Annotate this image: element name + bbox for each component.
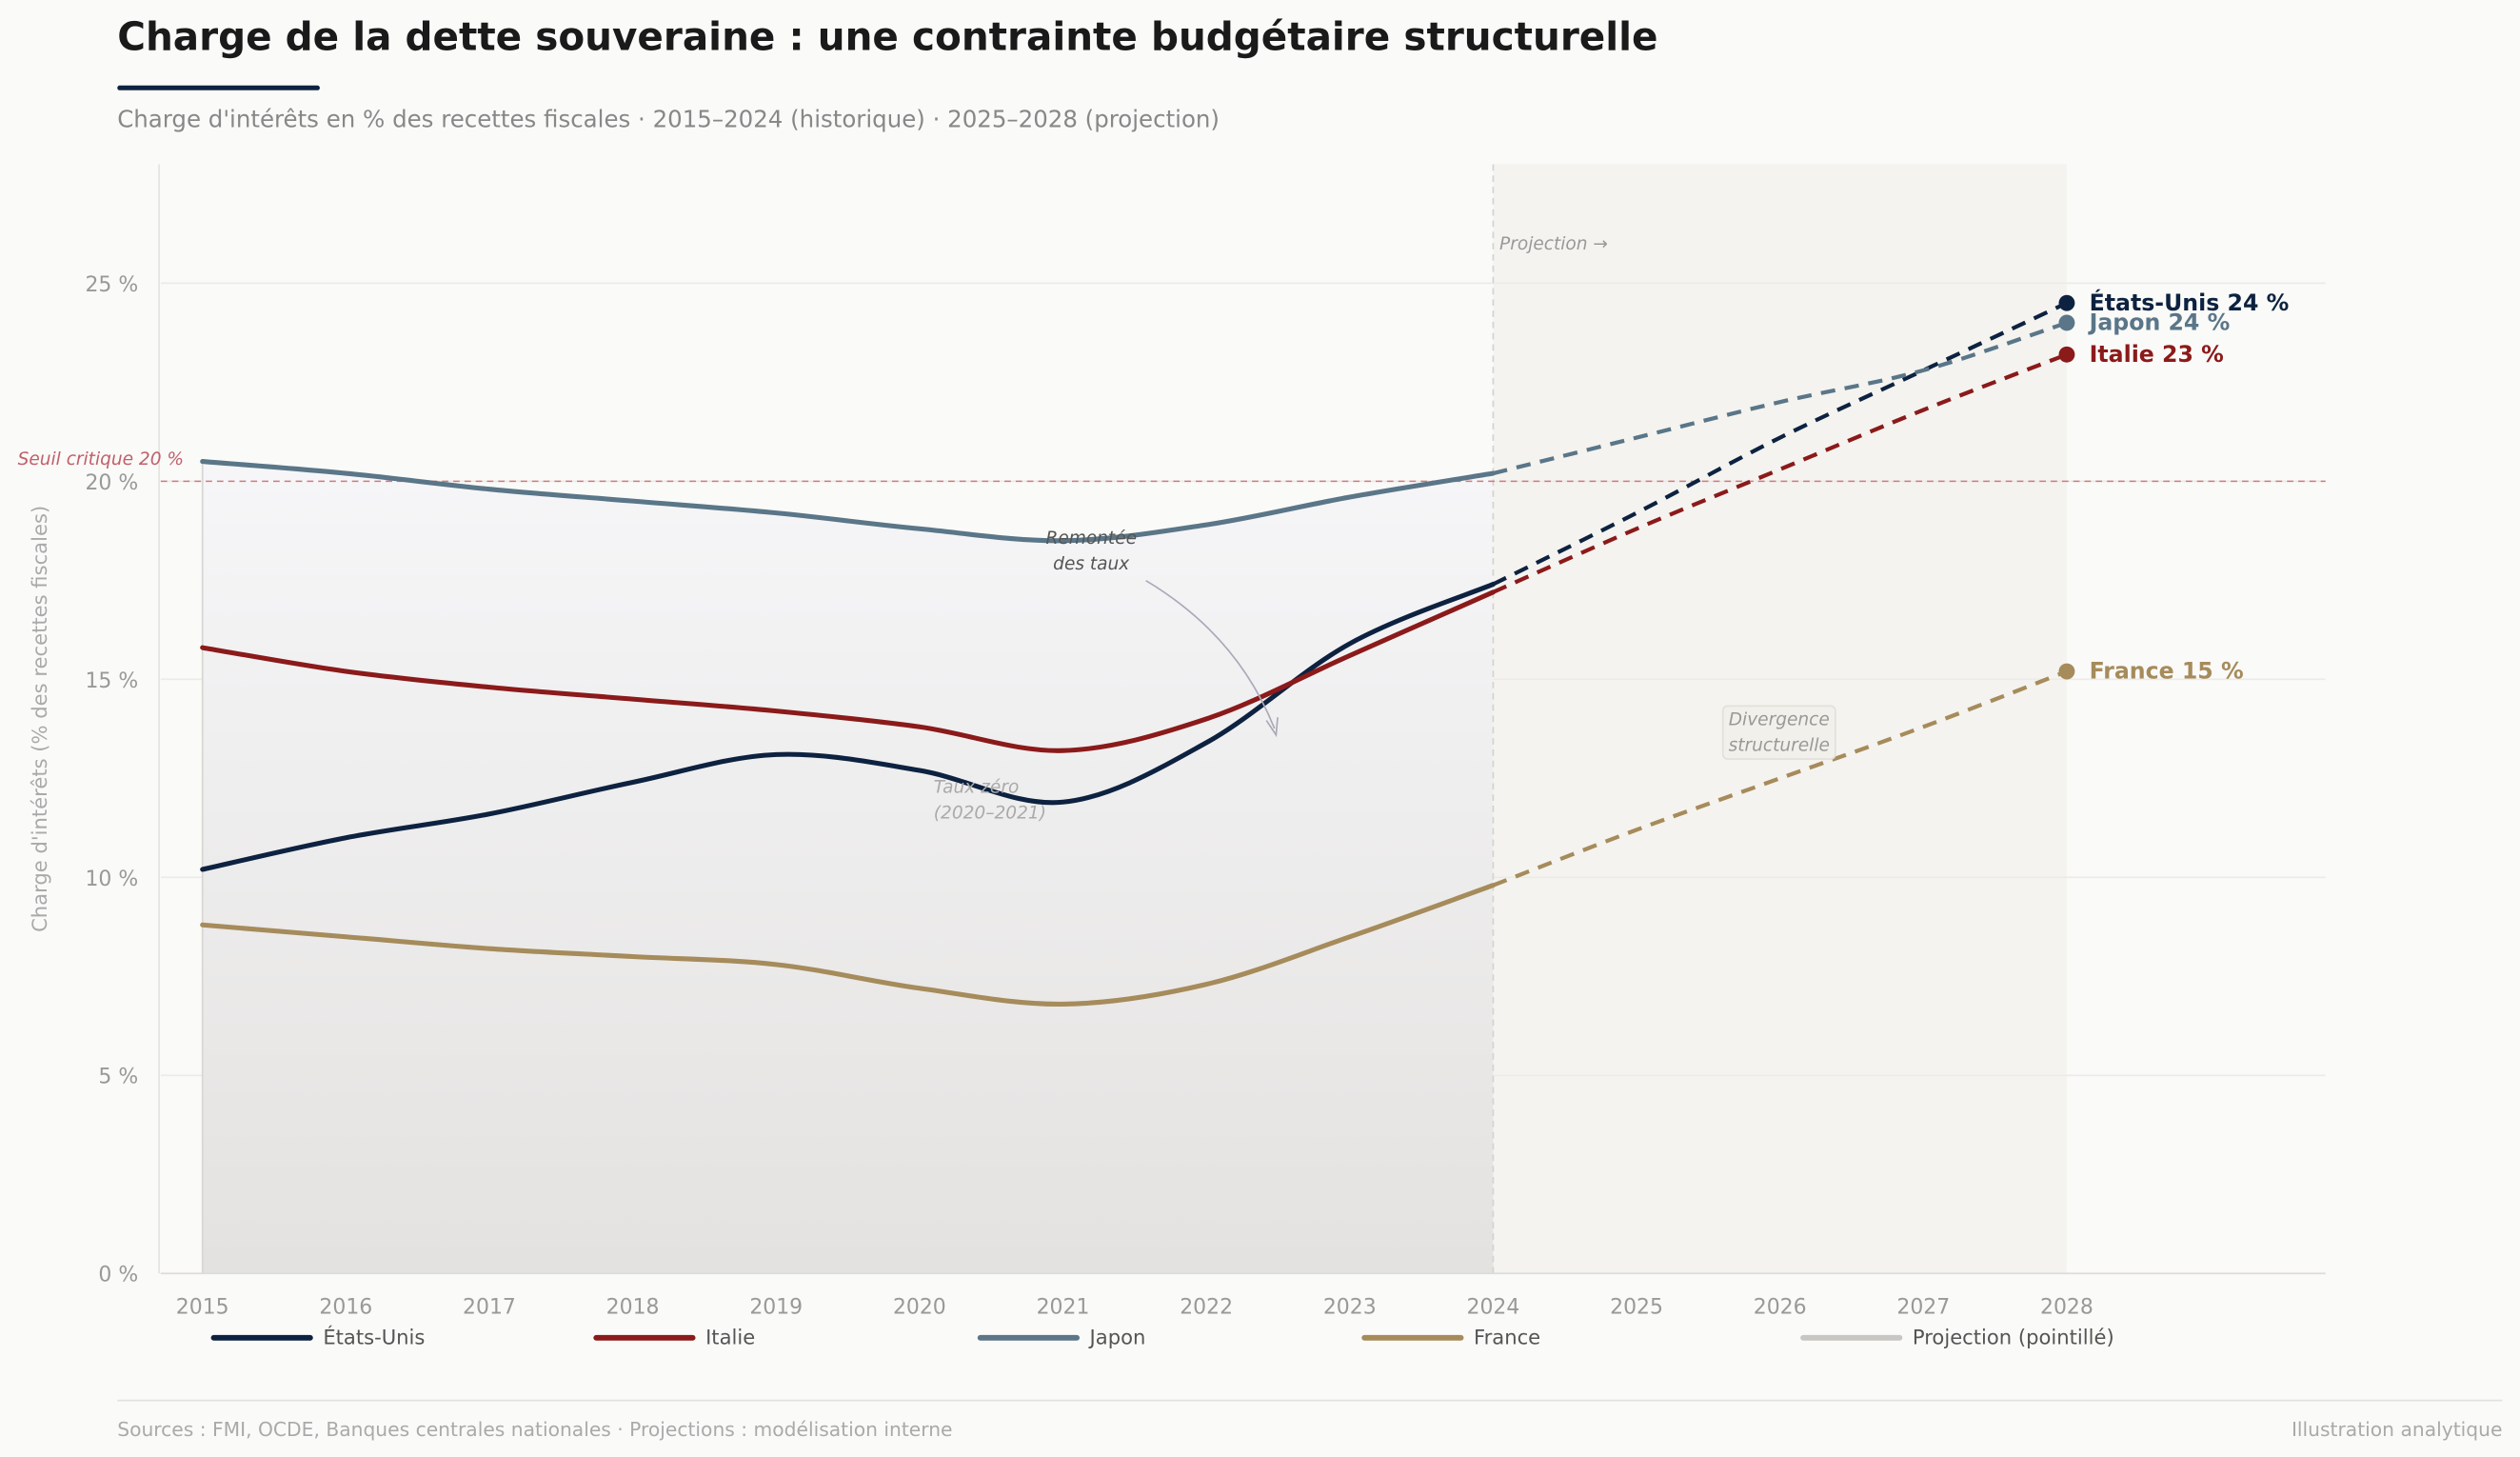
y-tick-label: 25 % [85, 273, 138, 297]
x-tick-label: 2024 [1466, 1295, 1519, 1319]
legend-label: États-Unis [323, 1326, 425, 1349]
x-tick-label: 2017 [463, 1295, 516, 1319]
series-france-end-label: France 15 % [2090, 658, 2244, 685]
x-tick-label: 2015 [176, 1295, 229, 1319]
series-italie-projection [1492, 352, 2068, 594]
series-etatsunis-end-marker [2058, 294, 2075, 311]
x-tick-label: 2026 [1754, 1295, 1807, 1319]
plot-area: 0 % 5 % 10 % 15 % 20 % 25 % 2015 2016 2017 2018 20… [85, 164, 2326, 1319]
y-tick-label: 20 % [85, 471, 138, 495]
divergence-box [1721, 705, 1836, 760]
rates-up-arrowhead [1265, 717, 1279, 738]
divergence-annotation-line1: Divergence [1729, 710, 1830, 730]
x-tick-label: 2019 [749, 1295, 803, 1319]
legend-label: Projection (pointillé) [1913, 1326, 2114, 1349]
x-tick-label: 2016 [319, 1295, 372, 1319]
series-france-historical [200, 883, 1496, 1007]
rates-up-annotation-line2: des taux [1053, 554, 1130, 574]
projection-annotation: Projection → [1499, 234, 1608, 254]
legend-label: Japon [1088, 1326, 1146, 1349]
x-tick-label: 2018 [606, 1295, 660, 1319]
y-tick-label: 15 % [85, 669, 138, 693]
y-axis-label: Charge d'intérêts (% des recettes fiscal… [28, 506, 51, 932]
footer-sources: Sources : FMI, OCDE, Banques centrales n… [117, 1418, 952, 1441]
x-tick-label: 2023 [1323, 1295, 1377, 1319]
x-tick-label: 2028 [2040, 1295, 2093, 1319]
rates-up-annotation-line1: Remontée [1045, 529, 1137, 549]
title-underline [117, 85, 320, 90]
series-france-end-marker [2058, 663, 2075, 680]
y-tick-label: 0 % [98, 1264, 138, 1287]
series-japon-projection [1492, 320, 2068, 476]
series-japon-end-label: Japon 24 % [2088, 309, 2231, 335]
divergence-annotation-line2: structurelle [1729, 736, 1830, 756]
series-japon-end-marker [2058, 314, 2075, 331]
footer-note: Illustration analytique [2292, 1418, 2502, 1441]
historical-area [202, 461, 1494, 1274]
zero-rates-annotation-line1: Taux zéro [934, 778, 1020, 798]
threshold-label: Seuil critique 20 % [18, 449, 185, 469]
x-tick-label: 2021 [1037, 1295, 1090, 1319]
y-tick-label: 5 % [98, 1066, 138, 1089]
series-italie-end-label: Italie 23 % [2090, 341, 2224, 368]
x-tick-label: 2027 [1896, 1295, 1950, 1319]
legend-label: Italie [705, 1326, 755, 1349]
legend-label: France [1474, 1326, 1540, 1349]
series-etatsunis-end-label: États-Unis 24 % [2090, 289, 2290, 316]
series-etatsunis-projection [1492, 301, 2068, 587]
y-tick-label: 10 % [85, 868, 138, 891]
series-japon-historical [200, 459, 1496, 544]
series-etatsunis-historical [200, 581, 1496, 872]
legend: États-Unis Italie Japon France Projection (p… [210, 1326, 2114, 1349]
x-tick-label: 2022 [1180, 1295, 1233, 1319]
series-italie-historical [200, 589, 1496, 753]
series-italie-end-marker [2058, 346, 2075, 363]
page-subtitle: Charge d'intérêts en % des recettes fisc… [117, 106, 1220, 133]
page-title: Charge de la dette souveraine : une cont… [117, 14, 1657, 60]
x-tick-label: 2025 [1610, 1295, 1663, 1319]
rates-up-arrow [1145, 579, 1276, 729]
zero-rates-annotation-line2: (2020–2021) [934, 804, 1046, 824]
x-tick-label: 2020 [893, 1295, 946, 1319]
series-france-projection [1492, 669, 2068, 888]
